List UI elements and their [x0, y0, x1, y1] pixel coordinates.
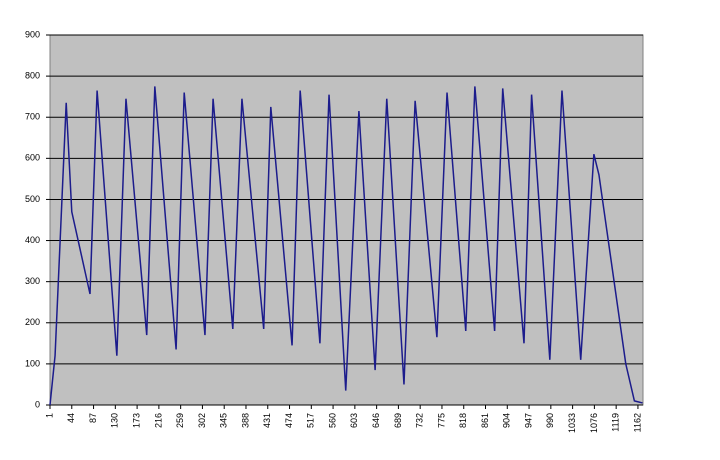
- x-tick-label: 775: [436, 413, 446, 428]
- y-tick-label: 0: [35, 399, 40, 409]
- x-tick-label: 1162: [632, 413, 642, 432]
- y-tick-label: 200: [25, 317, 40, 327]
- x-tick-label: 560: [327, 413, 337, 428]
- x-tick-label: 302: [197, 413, 207, 428]
- x-tick-label: 173: [131, 413, 141, 428]
- x-tick-label: 87: [88, 413, 98, 423]
- x-tick-label: 646: [371, 413, 381, 428]
- y-tick-label: 700: [25, 112, 40, 122]
- x-tick-label: 259: [175, 413, 185, 428]
- x-tick-label: 388: [240, 413, 250, 428]
- y-tick-label: 500: [25, 194, 40, 204]
- y-tick-label: 300: [25, 276, 40, 286]
- x-tick-label: 861: [480, 413, 490, 428]
- x-tick-label: 818: [458, 413, 468, 428]
- x-tick-label: 216: [153, 413, 163, 428]
- plot-area: [49, 34, 644, 406]
- x-tick-label: 904: [502, 413, 512, 428]
- x-tick-label: 44: [66, 413, 76, 423]
- y-tick-label: 100: [25, 358, 40, 368]
- x-tick-label: 732: [415, 413, 425, 428]
- y-tick-label: 900: [25, 29, 40, 39]
- y-tick-label: 800: [25, 70, 40, 80]
- x-tick-label: 1033: [567, 413, 577, 433]
- x-tick-label: 689: [393, 413, 403, 428]
- data-line: [49, 86, 643, 406]
- x-tick-label: 517: [306, 413, 316, 428]
- x-tick-label: 1076: [589, 413, 599, 433]
- x-tick-label: 474: [284, 413, 294, 428]
- y-tick-label: 400: [25, 235, 40, 245]
- x-tick-label: 130: [110, 413, 120, 428]
- x-tick-label: 947: [523, 413, 533, 428]
- x-tick-label: 990: [545, 413, 555, 428]
- x-tick-label: 431: [262, 413, 272, 428]
- y-tick-label: 600: [25, 153, 40, 163]
- x-tick-label: 1: [44, 413, 54, 418]
- x-tick-label: 603: [349, 413, 359, 428]
- x-tick-label: 1119: [611, 413, 621, 432]
- x-tick-label: 345: [219, 413, 229, 428]
